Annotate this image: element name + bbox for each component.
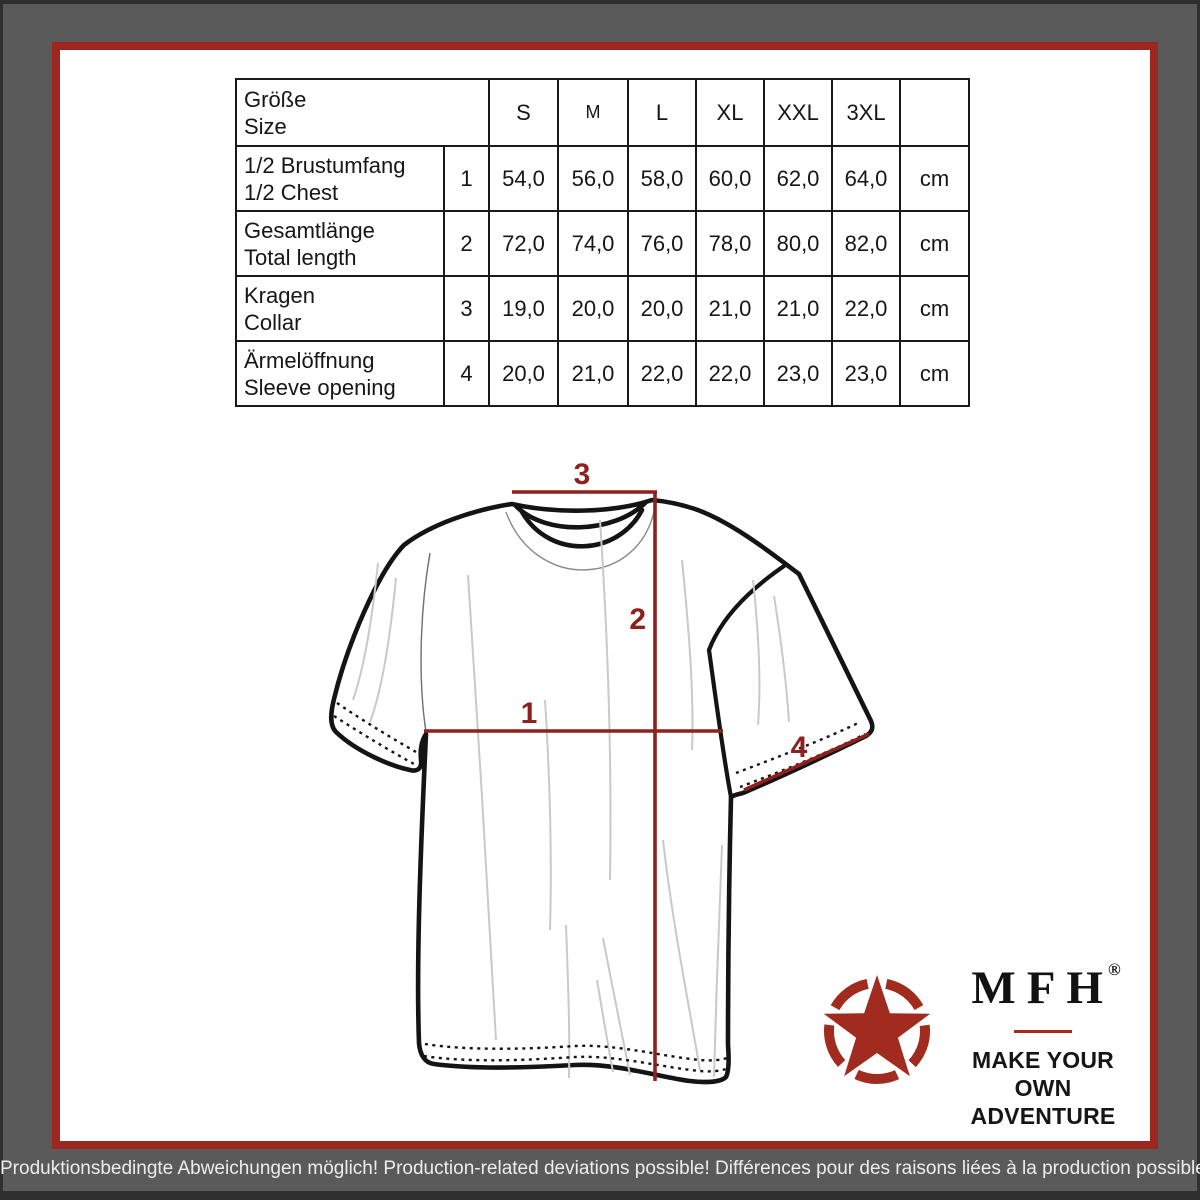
value-cell: 78,0: [695, 210, 766, 277]
outer-edge-left: [0, 0, 3, 1200]
label-de: Gesamtlänge: [244, 217, 375, 243]
value-cell: 23,0: [831, 340, 902, 407]
header-size-m: M: [557, 78, 630, 147]
label-de: 1/2 Brustumfang: [244, 152, 406, 178]
value-cell: 76,0: [627, 210, 698, 277]
measure-label: 1/2 Brustumfang 1/2 Chest: [235, 145, 445, 212]
outer-edge-right: [1197, 0, 1200, 1200]
size-table: Größe Size S M L XL XXL 3XL 1/2 Brustumf…: [234, 78, 971, 407]
value-cell: 22,0: [627, 340, 698, 407]
label-de: Kragen: [244, 282, 315, 308]
header-unit-cell: [899, 78, 971, 147]
value-cell: 20,0: [627, 275, 698, 342]
value-cell: 21,0: [763, 275, 834, 342]
outer-edge-bottom: [0, 1191, 1200, 1200]
value-cell: 58,0: [627, 145, 698, 212]
measure-ref: 2: [442, 210, 491, 277]
value-cell: 20,0: [488, 340, 560, 407]
production-note: Produktionsbedingte Abweichungen möglich…: [0, 1158, 1200, 1179]
header-label-de: Größe: [244, 86, 307, 112]
value-cell: 82,0: [831, 210, 902, 277]
label-en: Collar: [244, 309, 302, 335]
brand-slogan: MAKE YOUR OWN ADVENTURE: [948, 1046, 1138, 1130]
measure-label: Ärmelöffnung Sleeve opening: [235, 340, 445, 407]
unit-cell: cm: [899, 340, 971, 407]
brand-name: MFH: [971, 962, 1114, 1014]
outer-edge-top: [0, 0, 1200, 4]
value-cell: 74,0: [557, 210, 630, 277]
value-cell: 62,0: [763, 145, 834, 212]
header-size-xl: XL: [695, 78, 766, 147]
table-header-row: Größe Size S M L XL XXL 3XL: [234, 78, 971, 147]
measure-label: Gesamtlänge Total length: [235, 210, 445, 277]
header-size-3xl: 3XL: [831, 78, 902, 147]
measure-ref: 1: [442, 145, 491, 212]
table-row-collar: Kragen Collar 3 19,0 20,0 20,0 21,0 21,0…: [235, 275, 971, 342]
brand-divider-line: [1014, 1030, 1072, 1033]
value-cell: 21,0: [557, 340, 630, 407]
table-row-sleeve: Ärmelöffnung Sleeve opening 4 20,0 21,0 …: [235, 340, 971, 407]
unit-cell: cm: [899, 210, 971, 277]
measure-label: Kragen Collar: [235, 275, 445, 342]
value-cell: 23,0: [763, 340, 834, 407]
label-en: Sleeve opening: [244, 374, 396, 400]
value-cell: 54,0: [488, 145, 560, 212]
brand-logo-text: MFH®: [958, 960, 1134, 1015]
value-cell: 72,0: [488, 210, 560, 277]
label-de: Ärmelöffnung: [244, 347, 375, 373]
slogan-line-2: ADVENTURE: [970, 1103, 1116, 1129]
value-cell: 80,0: [763, 210, 834, 277]
table-row-chest: 1/2 Brustumfang 1/2 Chest 1 54,0 56,0 58…: [235, 145, 971, 212]
value-cell: 19,0: [488, 275, 560, 342]
value-cell: 60,0: [695, 145, 766, 212]
value-cell: 22,0: [695, 340, 766, 407]
label-en: Total length: [244, 244, 357, 270]
measure-ref: 4: [442, 340, 491, 407]
value-cell: 22,0: [831, 275, 902, 342]
value-cell: 64,0: [831, 145, 902, 212]
unit-cell: cm: [899, 275, 971, 342]
value-cell: 56,0: [557, 145, 630, 212]
slogan-line-1: MAKE YOUR OWN: [972, 1047, 1114, 1101]
header-size-l: L: [627, 78, 698, 147]
value-cell: 20,0: [557, 275, 630, 342]
header-size-label: Größe Size: [234, 78, 491, 147]
label-en: 1/2 Chest: [244, 179, 339, 205]
value-cell: 21,0: [695, 275, 766, 342]
registered-trademark-icon: ®: [1107, 960, 1121, 979]
unit-cell: cm: [899, 145, 971, 212]
header-size-s: S: [488, 78, 560, 147]
header-size-xxl: XXL: [763, 78, 834, 147]
measure-ref: 3: [442, 275, 491, 342]
table-row-length: Gesamtlänge Total length 2 72,0 74,0 76,…: [235, 210, 971, 277]
header-label-en: Size: [244, 113, 287, 139]
